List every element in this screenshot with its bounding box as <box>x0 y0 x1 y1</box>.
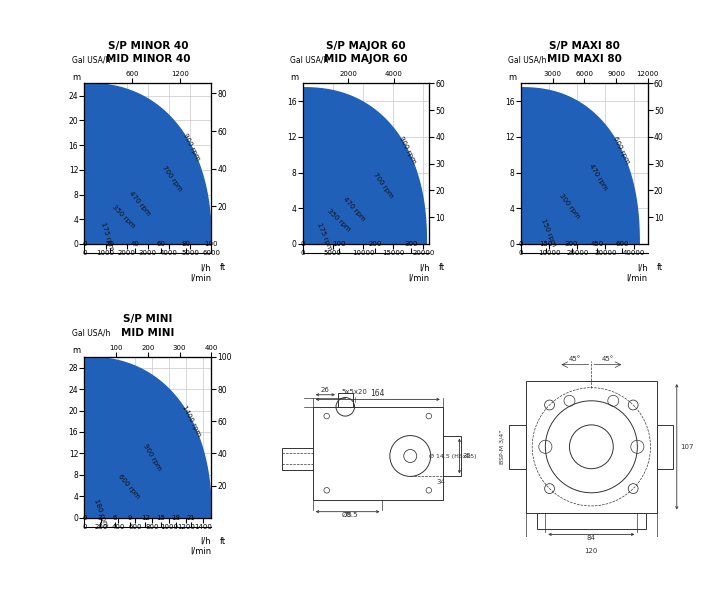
Text: l/h: l/h <box>419 263 429 273</box>
Text: 470 rpm: 470 rpm <box>342 196 366 223</box>
Text: 45°: 45° <box>602 356 614 362</box>
Text: 35: 35 <box>463 453 471 459</box>
Text: Gal USA/h: Gal USA/h <box>72 55 111 64</box>
Text: 350 rpm: 350 rpm <box>326 208 351 233</box>
Text: m: m <box>72 346 80 355</box>
Text: 1400 rpm: 1400 rpm <box>182 405 202 437</box>
Text: MID MAJOR 60: MID MAJOR 60 <box>325 54 408 64</box>
Text: 175 rpm: 175 rpm <box>316 223 333 252</box>
Bar <box>443 436 461 477</box>
Text: l/h: l/h <box>201 263 211 273</box>
Text: 350 rpm: 350 rpm <box>111 204 136 230</box>
Text: 470 rpm: 470 rpm <box>127 190 151 217</box>
Text: 900 rpm: 900 rpm <box>398 136 417 165</box>
Text: 164: 164 <box>370 389 385 397</box>
Text: Gal USA/h: Gal USA/h <box>72 328 111 338</box>
Text: 34: 34 <box>436 479 446 485</box>
Text: 75: 75 <box>343 512 352 518</box>
Text: MID MINI: MID MINI <box>121 328 175 338</box>
Text: 300 rpm: 300 rpm <box>558 193 581 220</box>
Text: S/P MAXI 80: S/P MAXI 80 <box>549 40 620 51</box>
Text: 700 rpm: 700 rpm <box>372 171 394 199</box>
Polygon shape <box>303 150 399 244</box>
Text: 175 rpm: 175 rpm <box>99 221 114 251</box>
Bar <box>526 381 657 512</box>
Polygon shape <box>84 357 211 518</box>
Text: l/min: l/min <box>408 273 429 282</box>
Bar <box>338 393 353 407</box>
Text: 120: 120 <box>585 548 598 554</box>
Polygon shape <box>303 208 348 244</box>
Bar <box>313 407 443 500</box>
Text: 900 rpm: 900 rpm <box>142 443 163 472</box>
Text: 26: 26 <box>321 387 329 393</box>
Bar <box>509 425 526 469</box>
Text: l/min: l/min <box>627 273 648 282</box>
Text: 600 rpm: 600 rpm <box>612 135 630 165</box>
Text: MID MINOR 40: MID MINOR 40 <box>106 54 190 64</box>
Text: m: m <box>290 73 298 82</box>
Text: ft: ft <box>220 263 227 273</box>
Text: l/h: l/h <box>201 537 211 546</box>
Text: ft: ft <box>220 537 227 546</box>
Text: 180 rpm: 180 rpm <box>93 498 108 528</box>
Polygon shape <box>84 139 190 244</box>
Text: S/P MINOR 40: S/P MINOR 40 <box>108 40 188 51</box>
Text: 5x5x20: 5x5x20 <box>341 389 367 394</box>
Polygon shape <box>521 186 580 244</box>
Polygon shape <box>84 203 133 244</box>
Polygon shape <box>84 83 211 244</box>
Text: S/P MAJOR 60: S/P MAJOR 60 <box>326 40 406 51</box>
Text: Ø8.5: Ø8.5 <box>341 512 358 518</box>
Text: S/P MINI: S/P MINI <box>123 314 172 324</box>
Text: Gal USA/h: Gal USA/h <box>508 55 547 64</box>
Bar <box>536 512 646 529</box>
Text: l/min: l/min <box>190 547 211 556</box>
Text: m: m <box>72 73 80 82</box>
Bar <box>657 425 674 469</box>
Polygon shape <box>84 469 139 518</box>
Polygon shape <box>303 87 427 244</box>
Text: ft: ft <box>439 263 445 273</box>
Text: 900 rpm: 900 rpm <box>182 133 201 162</box>
Text: MID MAXI 80: MID MAXI 80 <box>547 54 622 64</box>
Text: l/h: l/h <box>637 263 648 273</box>
Text: Gal USA/h: Gal USA/h <box>290 55 329 64</box>
Polygon shape <box>303 226 326 244</box>
Polygon shape <box>303 190 366 244</box>
Text: 600 rpm: 600 rpm <box>117 473 140 500</box>
Text: 150 rpm: 150 rpm <box>540 218 557 248</box>
Text: m: m <box>508 73 517 82</box>
Polygon shape <box>521 87 639 244</box>
Bar <box>282 447 313 470</box>
Text: l/min: l/min <box>190 273 211 282</box>
Text: Ø 14.5 (H6xk5): Ø 14.5 (H6xk5) <box>429 453 477 459</box>
Polygon shape <box>84 223 108 244</box>
Text: 470 rpm: 470 rpm <box>588 162 608 191</box>
Text: 107: 107 <box>680 444 693 450</box>
Text: BSP-M 3/4": BSP-M 3/4" <box>499 430 504 464</box>
Text: ft: ft <box>657 263 663 273</box>
Polygon shape <box>521 137 614 244</box>
Polygon shape <box>84 504 101 518</box>
Text: 700 rpm: 700 rpm <box>161 164 183 192</box>
Text: 45°: 45° <box>569 356 581 362</box>
Polygon shape <box>521 217 551 244</box>
Polygon shape <box>84 182 152 244</box>
Polygon shape <box>84 421 166 518</box>
Text: 84: 84 <box>587 535 596 541</box>
